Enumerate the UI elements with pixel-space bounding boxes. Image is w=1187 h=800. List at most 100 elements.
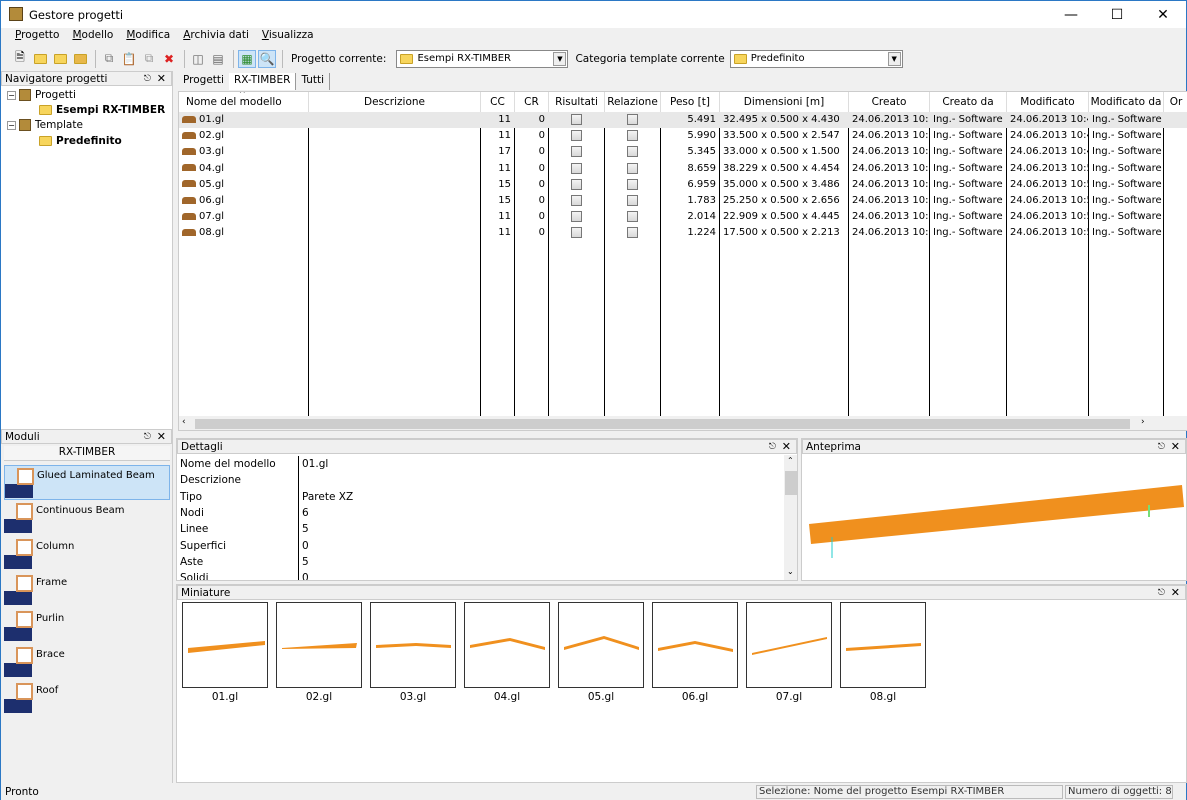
module-item[interactable]: Continuous Beam [4,501,170,536]
chevron-down-icon[interactable]: ▼ [553,51,567,66]
scroll-left-icon[interactable]: ‹ [182,417,186,427]
tree-item-predefinito[interactable]: Predefinito [25,135,122,147]
checkbox[interactable] [627,162,638,174]
checkbox[interactable] [571,162,582,174]
table-row[interactable]: 02.gl 11 0 5.990 33.500 x 0.500 x 2.547 24.06… [179,128,1187,144]
menu-progetto[interactable]: Progetto [15,29,60,41]
thumbnail[interactable] [652,602,738,688]
tree-item-progetti[interactable]: − Progetti [7,89,76,101]
tab-progetti[interactable]: Progetti [183,74,224,86]
open-folder-icon[interactable] [31,50,49,68]
close-button[interactable]: ✕ [1157,6,1169,23]
horizontal-scrollbar[interactable]: ‹ › [179,416,1187,430]
import-icon[interactable]: ◫ [192,51,204,66]
column-header[interactable]: Peso [t] [661,92,720,112]
scrollbar-thumb[interactable] [785,471,797,495]
vertical-scrollbar[interactable]: ⌃ ⌄ [784,455,797,580]
table-row[interactable]: 08.gl 11 0 1.224 17.500 x 0.500 x 2.213 24.06… [179,225,1187,241]
checkbox[interactable] [627,227,638,239]
tree-item-template[interactable]: − Template [7,119,83,131]
checkbox[interactable] [571,130,582,142]
pin-icon[interactable]: ⎋ [1157,441,1165,452]
maximize-button[interactable]: ☐ [1110,6,1124,23]
table-row[interactable]: 05.gl 15 0 6.959 35.000 x 0.500 x 3.486 24.06… [179,177,1187,193]
minimize-button[interactable]: — [1064,6,1078,23]
column-header[interactable]: Risultati [549,92,605,112]
checkbox[interactable] [627,146,638,158]
pin-icon[interactable]: ⎋ [143,73,151,84]
checkbox[interactable] [571,227,582,239]
chevron-down-icon[interactable]: ▼ [887,51,901,66]
module-item[interactable]: Glued Laminated Beam [4,465,170,500]
collapse-icon[interactable]: − [7,120,16,130]
column-header[interactable]: Descrizione [309,92,481,112]
column-header[interactable]: CC [481,92,515,112]
checkbox[interactable] [571,114,582,125]
checkbox[interactable] [627,211,638,223]
template-select[interactable]: Predefinito ▼ [729,49,903,68]
close-icon[interactable]: ✕ [1170,440,1180,453]
column-header[interactable]: Modificato [1007,92,1089,112]
menu-archivia-dati[interactable]: Archivia dati [183,29,249,41]
close-icon[interactable]: ✕ [156,430,166,443]
new-icon[interactable]: 🗎 [15,50,25,64]
checkbox[interactable] [571,178,582,190]
menu-modifica[interactable]: Modifica [126,29,171,41]
close-icon[interactable]: ✕ [1170,586,1180,599]
checkbox[interactable] [571,195,582,206]
checkbox[interactable] [571,146,582,158]
thumbnail[interactable] [276,602,362,688]
scroll-up-icon[interactable]: ⌃ [787,456,794,465]
module-item[interactable]: Column [4,537,170,572]
column-header[interactable]: Dimensioni [m] [720,92,849,112]
table-row[interactable]: 07.gl 11 0 2.014 22.909 x 0.500 x 4.445 24.06… [179,209,1187,225]
thumbnail[interactable] [558,602,644,688]
column-header[interactable]: Nome del modello [179,92,309,112]
export-icon[interactable]: ▤ [212,51,224,66]
paste-icon[interactable]: 📋 [121,51,137,66]
pin-icon[interactable]: ⎋ [1157,587,1165,598]
thumbnail[interactable] [464,602,550,688]
checkbox[interactable] [627,195,638,206]
modules-group-header[interactable]: RX-TIMBER [4,446,170,461]
checkbox[interactable] [627,178,638,190]
close-icon[interactable]: ✕ [156,72,166,85]
checkbox[interactable] [571,211,582,223]
column-header[interactable]: Modificato da [1089,92,1164,112]
column-header[interactable]: Creato [849,92,930,112]
tree-item-esempi-rx-timber[interactable]: Esempi RX-TIMBER [25,104,165,116]
module-item[interactable]: Brace [4,645,170,680]
column-header[interactable]: Relazione [605,92,661,112]
collapse-icon[interactable]: − [7,90,16,100]
thumbnail[interactable] [840,602,926,688]
tab-tutti[interactable]: Tutti [296,73,331,90]
preview-icon[interactable]: 🔍 [258,49,276,68]
table-row[interactable]: 04.gl 11 0 8.659 38.229 x 0.500 x 4.454 24.06… [179,161,1187,177]
column-header[interactable]: Or [1164,92,1187,112]
checkbox[interactable] [627,114,638,125]
menu-modello[interactable]: Modello [72,29,114,41]
beam-preview[interactable] [802,455,1186,580]
menu-visualizza[interactable]: Visualizza [261,29,314,41]
thumbnail[interactable] [746,602,832,688]
grid-view-icon[interactable]: ▦ [238,49,256,68]
tab-rx-timber[interactable]: RX-TIMBER [228,73,297,90]
scrollbar-thumb[interactable] [195,419,1130,429]
thumbnail[interactable] [182,602,268,688]
table-row[interactable]: 06.gl 15 0 1.783 25.250 x 0.500 x 2.656 24.06… [179,193,1187,209]
folder-x-icon[interactable] [71,50,89,68]
scroll-right-icon[interactable]: › [1141,417,1145,427]
column-header[interactable]: CR [515,92,549,112]
duplicate-icon[interactable]: ⧉ [144,51,154,65]
close-icon[interactable]: ✕ [781,440,791,453]
table-row[interactable]: 01.gl 11 0 5.491 32.495 x 0.500 x 4.430 24.06… [179,112,1187,128]
pin-icon[interactable]: ⎋ [768,441,776,452]
current-project-select[interactable]: Esempi RX-TIMBER ▼ [396,49,569,68]
copy-icon[interactable]: ⧉ [104,51,114,65]
delete-icon[interactable]: ✖ [163,51,175,66]
module-item[interactable]: Purlin [4,609,170,644]
scroll-down-icon[interactable]: ⌄ [787,567,794,576]
checkbox[interactable] [627,130,638,142]
pin-icon[interactable]: ⎋ [143,431,151,442]
table-row[interactable]: 03.gl 17 0 5.345 33.000 x 0.500 x 1.500 24.06… [179,144,1187,160]
